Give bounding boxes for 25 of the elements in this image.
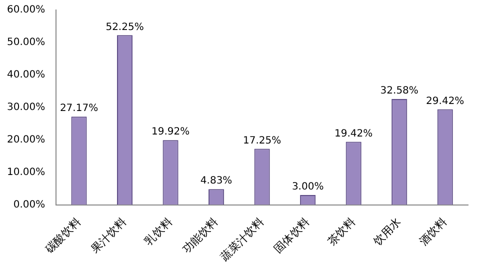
data-label: 32.58% (380, 86, 418, 97)
x-tick-label: 固体饮料 (272, 215, 312, 256)
data-label: 4.83% (200, 176, 232, 187)
data-label: 17.25% (242, 135, 282, 146)
x-tick-label: 饮用水 (370, 215, 404, 249)
y-tick-label: 10.00% (6, 166, 46, 178)
y-tick-label: 20.00% (6, 134, 46, 146)
y-tick-label: 50.00% (6, 37, 46, 48)
x-tick-label: 酒饮料 (416, 215, 450, 248)
x-tick-label: 蔬菜汁饮料 (218, 215, 266, 264)
data-label: 19.92% (151, 126, 190, 138)
x-tick-label: 功能饮料 (180, 215, 220, 256)
data-label: 3.00% (292, 182, 324, 193)
y-tick-label: 0.00% (13, 199, 46, 210)
x-tick-label: 茶饮料 (325, 215, 358, 248)
data-label: 29.42% (426, 96, 464, 107)
y-tick-label: 60.00% (6, 4, 46, 16)
x-tick-label: 碳酸饮料 (42, 215, 84, 256)
y-tick-label: 30.00% (6, 102, 46, 113)
data-label: 19.42% (334, 128, 373, 140)
data-label: 52.25% (106, 22, 144, 33)
data-label: 27.17% (60, 103, 98, 114)
x-tick-label: 乳饮料 (142, 215, 175, 248)
y-tick-label: 40.00% (6, 70, 46, 81)
x-tick-label: 果汁饮料 (88, 215, 129, 256)
